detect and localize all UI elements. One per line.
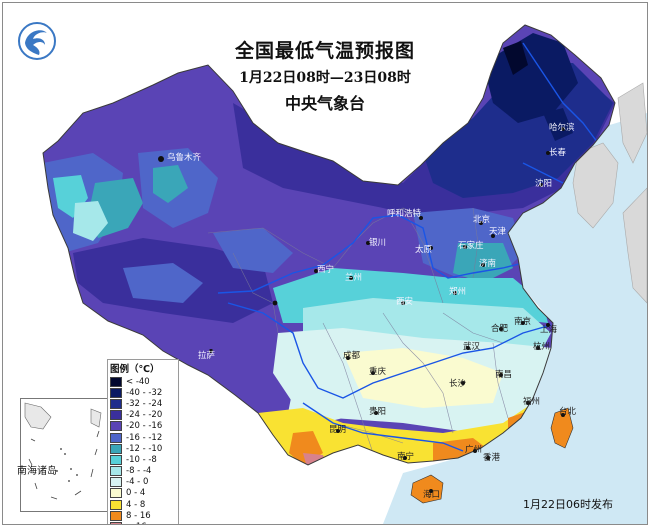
legend-item: -20 - -16: [108, 421, 178, 432]
legend-swatch: [110, 477, 122, 488]
city-label: 南昌: [495, 370, 513, 380]
city-label: 香港: [483, 453, 501, 463]
legend-item: -32 - -24: [108, 398, 178, 409]
legend-label: -16 - -12: [126, 432, 163, 443]
legend-swatch: [110, 410, 122, 421]
city-label: 石家庄: [458, 241, 484, 251]
city-label: 武汉: [463, 342, 481, 352]
legend-label: -4 - 0: [126, 477, 149, 488]
legend-label: -20 - -16: [126, 421, 163, 432]
legend-swatch: [110, 488, 122, 499]
legend-swatch: [110, 398, 122, 409]
legend-swatch: [110, 432, 122, 443]
city-markers: [158, 127, 565, 493]
city-label: 哈尔滨: [549, 123, 575, 133]
city-label: 重庆: [369, 367, 387, 377]
legend-title: 图例（℃）: [110, 364, 160, 375]
legend-label: -8 - -4: [126, 466, 152, 477]
city-label: 海口: [423, 490, 441, 500]
release-time: 1月22日06时发布: [523, 498, 613, 511]
city-label: 昆明: [329, 425, 347, 435]
legend-label: -40 - -32: [126, 387, 163, 398]
city-label: 天津: [489, 227, 507, 237]
city-label: 沈阳: [535, 179, 553, 189]
city-label: 南京: [514, 317, 532, 327]
city-label: 合肥: [491, 324, 509, 334]
legend-label: < -40: [126, 376, 150, 387]
city-label: 呼和浩特: [387, 209, 422, 219]
legend: 图例（℃） < -40 -40 - -32 -32 - -24 -24 - -20 -2…: [107, 359, 179, 524]
legend-swatch: [110, 421, 122, 432]
legend-label: > 16: [126, 522, 147, 524]
forecast-period: 1月22日08时—23日08时: [239, 70, 411, 86]
legend-item: < -40: [108, 376, 178, 387]
legend-label: -12 - -10: [126, 443, 163, 454]
legend-item: -12 - -10: [108, 443, 178, 454]
city-label: 上海: [540, 325, 558, 335]
legend-label: 0 - 4: [126, 488, 146, 499]
legend-swatch: [110, 510, 122, 521]
legend-swatch: [110, 376, 122, 387]
legend-swatch: [110, 443, 122, 454]
legend-item: 0 - 4: [108, 488, 178, 499]
legend-swatch: [110, 454, 122, 465]
legend-label: 8 - 16: [126, 510, 151, 521]
legend-rows: < -40 -40 - -32 -32 - -24 -24 - -20 -20 - -1…: [108, 376, 178, 524]
city-label: 济南: [479, 259, 497, 269]
legend-label: -10 - -8: [126, 454, 157, 465]
city-label: 杭州: [533, 342, 551, 352]
city-label: 银川: [369, 238, 387, 248]
city-label: 台北: [559, 407, 577, 417]
city-label: 郑州: [449, 287, 467, 297]
city-label: 长沙: [449, 379, 467, 389]
inset-map: [24, 402, 102, 500]
issuer: 中央气象台: [284, 94, 365, 113]
city-label: 成都: [343, 351, 361, 361]
legend-label: -32 - -24: [126, 398, 163, 409]
cma-logo-icon: [18, 22, 56, 60]
city-label: 拉萨: [198, 351, 216, 361]
city-label: 北京: [473, 215, 491, 225]
legend-item: -8 - -4: [108, 466, 178, 477]
legend-item: > 16: [108, 521, 178, 524]
legend-swatch: [110, 522, 122, 524]
city-label: 西安: [396, 297, 414, 307]
legend-swatch: [110, 499, 122, 510]
city-label: 南宁: [397, 452, 415, 462]
legend-item: -4 - 0: [108, 477, 178, 488]
legend-item: -24 - -20: [108, 410, 178, 421]
legend-swatch: [110, 387, 122, 398]
city-label: 长春: [549, 148, 567, 158]
legend-swatch: [110, 466, 122, 477]
inset-label: 南海诸岛: [17, 466, 57, 477]
legend-item: 4 - 8: [108, 499, 178, 510]
city-label: 广州: [465, 445, 483, 455]
city-label: 福州: [523, 397, 541, 407]
legend-item: 8 - 16: [108, 510, 178, 521]
city-label: 西宁: [317, 265, 335, 275]
city-label: 兰州: [345, 273, 363, 283]
legend-item: -16 - -12: [108, 432, 178, 443]
city-label: 太原: [415, 245, 433, 255]
map-title: 全国最低气温预报图: [234, 40, 415, 62]
legend-item: -40 - -32: [108, 387, 178, 398]
temperature-map: [3, 3, 647, 524]
legend-label: 4 - 8: [126, 499, 146, 510]
city-label: 贵阳: [369, 407, 387, 417]
city-label: 乌鲁木齐: [167, 153, 202, 163]
legend-label: -24 - -20: [126, 410, 163, 421]
legend-item: -10 - -8: [108, 454, 178, 465]
south-china-sea-inset: [20, 398, 114, 512]
